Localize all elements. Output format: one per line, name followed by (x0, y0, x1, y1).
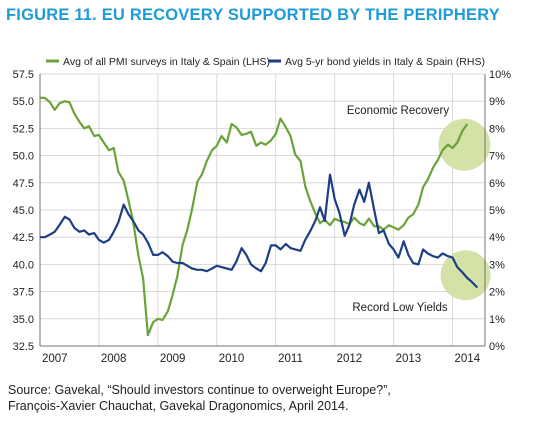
x-tick-label: 2011 (278, 353, 303, 365)
source-line-2: François-Xavier Chauchat, Gavekal Dragon… (8, 399, 349, 413)
x-tick-label: 2013 (396, 353, 422, 365)
right-tick-label: 0% (489, 341, 505, 353)
left-tick-label: 57.5 (13, 69, 34, 81)
right-tick-label: 9% (489, 96, 505, 108)
source-note: Source: Gavekal, “Should investors conti… (8, 382, 391, 414)
x-tick-label: 2012 (337, 353, 363, 365)
left-tick-label: 55.0 (13, 96, 34, 108)
right-tick-label: 10% (489, 69, 511, 81)
left-tick-label: 42.5 (13, 232, 34, 244)
left-tick-label: 50.0 (13, 151, 34, 163)
legend: Avg of all PMI surveys in Italy & Spain … (46, 56, 485, 68)
figure-title: FIGURE 11. EU RECOVERY SUPPORTED BY THE … (6, 6, 500, 24)
right-tick-label: 5% (489, 205, 505, 217)
annotation-record-low-yields: Record Low Yields (352, 302, 447, 314)
right-tick-label: 2% (489, 287, 505, 299)
x-tick-label: 2010 (219, 353, 245, 365)
right-tick-label: 6% (489, 178, 505, 190)
left-axis: 32.5 35.0 37.5 40.0 42.5 45.0 47.5 50.0 52.5 55.0… (13, 69, 41, 353)
x-tick-label: 2009 (160, 353, 186, 365)
right-tick-label: 4% (489, 232, 505, 244)
legend-label: Avg of all PMI surveys in Italy & Spain … (63, 56, 270, 68)
chart-area: 32.5 35.0 37.5 40.0 42.5 45.0 47.5 50.0 52.5 55.0… (13, 56, 512, 365)
left-tick-label: 32.5 (13, 341, 34, 353)
annotations: Economic Recovery Record Low Yields (347, 105, 450, 314)
legend-label: Avg 5-yr bond yields in Italy & Spain (R… (285, 56, 485, 68)
left-tick-label: 47.5 (13, 178, 34, 190)
left-tick-label: 35.0 (13, 314, 34, 326)
series-lines (40, 96, 479, 337)
left-tick-label: 40.0 (13, 259, 34, 271)
right-tick-label: 3% (489, 259, 505, 271)
pmi-series-line (40, 96, 469, 337)
left-tick-label: 37.5 (13, 287, 34, 299)
right-tick-label: 7% (489, 151, 505, 163)
recovery-highlight-circle (438, 118, 491, 171)
right-tick-label: 1% (489, 314, 505, 326)
x-axis: 2007 2008 2009 2010 2011 2012 2013 2014 (40, 345, 485, 365)
left-tick-label: 52.5 (13, 123, 34, 135)
x-tick-label: 2008 (101, 353, 127, 365)
right-tick-label: 8% (489, 123, 505, 135)
x-tick-label: 2007 (42, 353, 68, 365)
yield-series-line (40, 173, 479, 289)
left-tick-label: 45.0 (13, 205, 34, 217)
right-axis: 0% 1% 2% 3% 4% 5% 6% 7% 8% 9% 10% (484, 69, 511, 353)
x-tick-label: 2014 (455, 353, 481, 365)
source-line-1: Source: Gavekal, “Should investors conti… (8, 383, 391, 397)
annotation-economic-recovery: Economic Recovery (347, 105, 450, 117)
